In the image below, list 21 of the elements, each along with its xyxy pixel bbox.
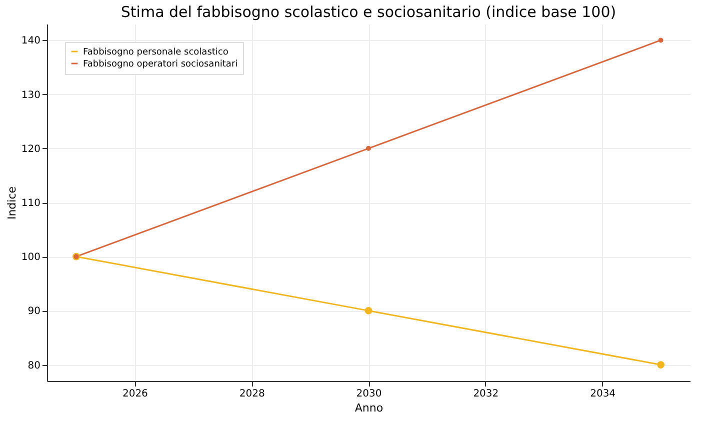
y-tick-label: 110 xyxy=(21,198,40,209)
point xyxy=(658,38,664,43)
x-tick-label: 2030 xyxy=(356,388,382,400)
legend-label: Fabbisogno personale scolastico xyxy=(83,48,229,58)
x-tick-label: 2034 xyxy=(590,388,616,400)
point xyxy=(366,146,371,151)
y-tick-label: 120 xyxy=(21,144,40,155)
y-axis-title: Indice xyxy=(5,186,18,220)
x-tick-label: 2032 xyxy=(473,388,499,400)
y-tick-label: 80 xyxy=(28,360,40,372)
point xyxy=(364,306,372,314)
point xyxy=(657,361,664,368)
y-tick-label: 90 xyxy=(28,306,40,318)
y-tick-label: 100 xyxy=(21,252,40,264)
y-tick-label: 140 xyxy=(21,36,40,47)
y-tick-label: 130 xyxy=(21,90,40,101)
x-tick-label: 2026 xyxy=(122,388,148,400)
x-tick-label: 2028 xyxy=(239,388,265,400)
legend-label: Fabbisogno operatori sociosanitari xyxy=(83,60,238,70)
x-axis-title: Anno xyxy=(354,402,384,414)
chart-title: Stima del fabbisogno scolastico e sociosanitario (indice base 100) xyxy=(120,3,616,21)
